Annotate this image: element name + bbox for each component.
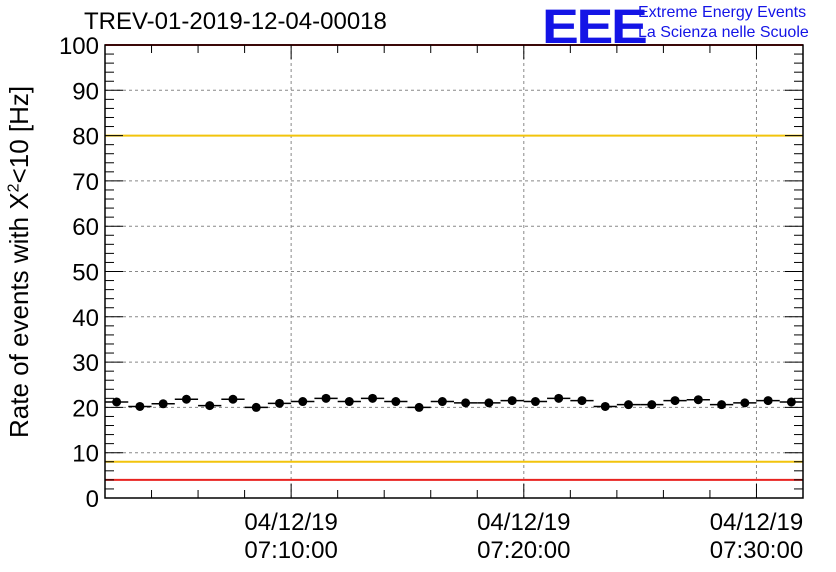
data-point (391, 397, 401, 407)
data-point (298, 397, 308, 407)
x-tick-label-date: 04/12/19 (710, 509, 803, 536)
data-point (461, 398, 471, 408)
data-point (530, 397, 540, 407)
x-tick-label-time: 07:20:00 (477, 537, 570, 564)
y-tick-label: 40 (72, 305, 99, 332)
chart-title: TREV-01-2019-12-04-00018 (84, 8, 387, 35)
x-tick-label-time: 07:30:00 (710, 537, 803, 564)
data-point (740, 398, 750, 408)
plot-frame (104, 44, 804, 499)
x-tick-label-date: 04/12/19 (244, 509, 337, 536)
y-tick-label: 80 (72, 124, 99, 151)
y-tick-label: 100 (59, 33, 99, 60)
y-tick-label: 0 (86, 486, 99, 513)
y-tick-label: 50 (72, 260, 99, 287)
data-point (112, 397, 122, 407)
x-tick-labels: 04/12/1907:10:0004/12/1907:20:0004/12/19… (244, 509, 803, 564)
data-point (275, 398, 284, 408)
data-point (344, 397, 354, 407)
y-tick-label: 20 (72, 395, 99, 422)
y-tick-label: 30 (72, 350, 99, 377)
data-point (600, 401, 610, 411)
data-point (135, 401, 145, 411)
y-tick-label: 60 (72, 214, 99, 241)
y-axis-label-main: Rate of events with X (4, 192, 34, 438)
logo-line-2: La Scienza nelle Scuole (638, 24, 809, 41)
data-points (105, 393, 803, 412)
y-tick-label: 90 (72, 78, 99, 105)
data-point (786, 397, 796, 407)
y-axis-label: Rate of events with X2<10 [Hz] (4, 86, 35, 438)
data-point (693, 395, 703, 405)
data-point (484, 398, 494, 408)
data-point (763, 396, 773, 406)
data-point (577, 396, 587, 406)
y-tick-label: 70 (72, 169, 99, 196)
data-point (158, 399, 168, 409)
data-point (321, 393, 331, 403)
data-point (647, 400, 657, 410)
data-point (181, 394, 191, 404)
eee-logo: EEE (542, 1, 648, 54)
data-point (624, 400, 633, 410)
data-point (368, 393, 378, 403)
logo-line-1: Extreme Energy Events (638, 4, 807, 21)
y-axis-label-sup: 2 (5, 183, 23, 193)
data-point (507, 396, 517, 406)
limit-lines (105, 44, 803, 481)
grid-lines (105, 45, 803, 498)
data-point (205, 401, 215, 411)
data-point (437, 397, 447, 407)
x-tick-label-date: 04/12/19 (477, 509, 570, 536)
data-point (670, 396, 680, 406)
data-point (717, 400, 727, 410)
data-point (251, 402, 261, 412)
data-point (228, 394, 238, 404)
y-tick-labels: 0 10 20 30 40 50 60 70 80 90 100 (59, 33, 99, 513)
data-point (414, 402, 424, 412)
data-point (554, 393, 564, 403)
y-tick-label: 10 (72, 441, 99, 468)
x-tick-label-time: 07:10:00 (244, 537, 337, 564)
y-axis-label-tail: <10 [Hz] (4, 85, 34, 184)
